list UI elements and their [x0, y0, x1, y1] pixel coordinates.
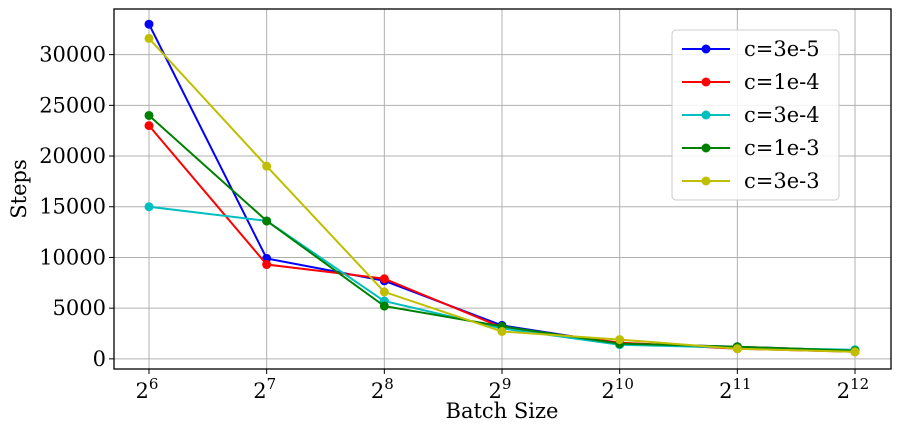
- x-tick-label: 211: [719, 375, 751, 403]
- x-tick-label: 212: [837, 375, 869, 403]
- legend-entry: c=3e-4: [682, 103, 820, 127]
- legend-marker: [701, 143, 711, 153]
- legend-label: c=1e-4: [744, 70, 820, 94]
- legend-entry: c=3e-5: [682, 37, 820, 61]
- y-tick-label: 5000: [53, 296, 106, 320]
- data-point: [144, 121, 154, 131]
- legend-box: [671, 29, 840, 201]
- x-tick-label: 28: [371, 375, 394, 403]
- legend-entry: c=1e-4: [682, 70, 820, 94]
- data-point: [497, 326, 507, 336]
- data-point: [379, 287, 389, 297]
- legend-label: c=1e-3: [744, 136, 820, 160]
- data-point: [262, 260, 272, 270]
- data-point: [732, 344, 742, 354]
- data-point: [144, 19, 154, 29]
- x-tick-label: 27: [253, 375, 276, 403]
- data-point: [850, 347, 860, 357]
- axis-ticks: 0 5000 10000 15000 20000 25000 30000 26 27 28 29 21…: [39, 43, 869, 403]
- legend-label: c=3e-4: [744, 103, 820, 127]
- legend-marker: [701, 110, 711, 120]
- data-point: [144, 110, 154, 120]
- data-point: [144, 202, 154, 212]
- y-tick-label: 0: [93, 347, 106, 371]
- y-tick-label: 25000: [39, 93, 106, 117]
- legend: c=3e-5 c=1e-4 c=3e-4 c=1e-3 c=3e-3: [671, 29, 840, 201]
- y-tick-label: 15000: [39, 195, 106, 219]
- data-point: [144, 33, 154, 43]
- data-point: [262, 161, 272, 171]
- y-tick-label: 20000: [39, 144, 106, 168]
- x-tick-label: 26: [136, 375, 159, 403]
- data-point: [379, 274, 389, 284]
- legend-marker: [701, 77, 711, 87]
- legend-marker: [701, 176, 711, 186]
- series-c=3e-3: [144, 33, 860, 357]
- legend-entry: c=3e-3: [682, 169, 820, 193]
- data-point: [615, 335, 625, 345]
- data-point: [262, 216, 272, 226]
- y-tick-label: 10000: [39, 245, 106, 269]
- x-tick-label: 29: [489, 375, 512, 403]
- legend-label: c=3e-3: [744, 169, 820, 193]
- x-axis-label: Batch Size: [446, 399, 559, 423]
- y-tick-label: 30000: [39, 43, 106, 67]
- legend-entry: c=1e-3: [682, 136, 820, 160]
- legend-marker: [701, 44, 711, 54]
- x-tick-label: 210: [601, 375, 633, 403]
- legend-label: c=3e-5: [744, 37, 820, 61]
- series-lines: [144, 19, 860, 357]
- y-axis-label: Steps: [7, 159, 31, 218]
- data-point: [379, 301, 389, 311]
